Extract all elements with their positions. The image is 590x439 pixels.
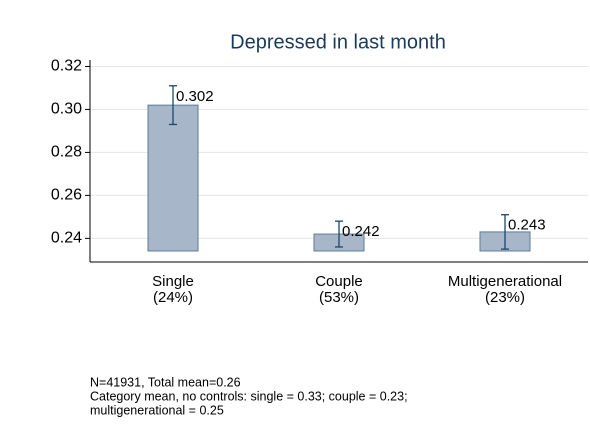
y-tick-label: 0.32 — [51, 58, 82, 75]
value-label: 0.302 — [176, 88, 214, 105]
note: Category mean, no controls: single = 0.3… — [90, 389, 408, 403]
x-tick-label: Couple — [315, 273, 363, 290]
chart-title: Depressed in last month — [230, 31, 446, 53]
x-tick-label: Single — [152, 273, 194, 290]
bar — [147, 104, 199, 252]
y-tick-label: 0.26 — [51, 187, 82, 204]
x-tick-share: (53%) — [319, 289, 359, 306]
y-tick-label: 0.28 — [51, 144, 82, 161]
value-label: 0.243 — [508, 217, 546, 234]
x-tick-share: (24%) — [153, 289, 193, 306]
y-tick-label: 0.24 — [51, 230, 82, 247]
note: N=41931, Total mean=0.26 — [90, 375, 241, 389]
note: multigenerational = 0.25 — [90, 403, 224, 417]
y-tick-label: 0.30 — [51, 101, 82, 118]
x-tick-share: (23%) — [485, 289, 525, 306]
value-label: 0.242 — [342, 223, 380, 240]
x-tick-label: Multigenerational — [448, 273, 562, 290]
